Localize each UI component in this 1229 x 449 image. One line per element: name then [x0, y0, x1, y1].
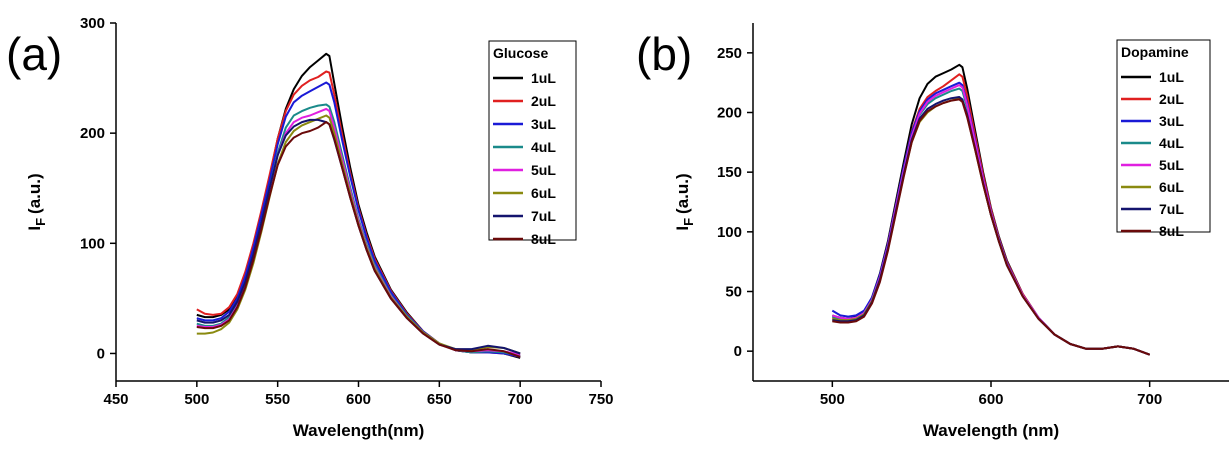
legend-label: 5uL	[1159, 157, 1184, 173]
x-tick-label: 650	[427, 391, 452, 408]
x-axis-title: Wavelength (nm)	[923, 421, 1059, 440]
legend-label: 7uL	[531, 208, 556, 224]
y-tick-label: 50	[725, 284, 742, 301]
legend-box	[488, 40, 577, 241]
legend-label: 1uL	[1159, 69, 1184, 85]
legend-label: 2uL	[531, 93, 556, 109]
y-tick-label: 150	[717, 164, 742, 181]
legend-label: 6uL	[1159, 179, 1184, 195]
x-tick-label: 700	[1137, 391, 1162, 408]
x-axis-title: Wavelength(nm)	[293, 421, 425, 440]
y-axis-unit: (a.u.)	[25, 173, 44, 214]
y-axis-unit: (a.u.)	[673, 173, 692, 214]
legend-label: 2uL	[1159, 91, 1184, 107]
legend-label: 5uL	[531, 162, 556, 178]
chart-panel-b: 500 600 700 0 50 100 150 200 250 Wavelength (nm) I…	[673, 23, 1229, 440]
x-tick-label: 600	[346, 391, 371, 408]
y-axis-subscript: F	[33, 218, 48, 226]
legend-title: Glucose	[493, 45, 548, 61]
y-axis-title: IF (a.u.)	[25, 173, 48, 230]
x-tick-label: 500	[820, 391, 845, 408]
x-tick-label: 750	[588, 391, 613, 408]
series-line-8uL	[832, 98, 1151, 356]
legend-label: 7uL	[1159, 201, 1184, 217]
x-tick-label: 450	[103, 391, 128, 408]
y-tick-label: 0	[97, 345, 105, 362]
legend-label: 3uL	[531, 116, 556, 132]
panel-a-label: (a)	[6, 28, 62, 80]
y-axis-title: IF (a.u.)	[673, 173, 696, 230]
y-tick-label: 200	[717, 105, 742, 122]
legend-title: Dopamine	[1121, 44, 1189, 60]
y-tick-label: 100	[717, 224, 742, 241]
legend-label: 6uL	[531, 185, 556, 201]
x-tick-label: 600	[978, 391, 1003, 408]
x-tick-label: 700	[508, 391, 533, 408]
y-tick-label: 0	[734, 343, 742, 360]
y-tick-label: 300	[80, 15, 105, 32]
y-axis-subscript: F	[681, 218, 696, 226]
y-axis-symbol: I	[673, 226, 692, 231]
panel-b-label: (b)	[636, 28, 692, 80]
legend-label: 8uL	[1159, 223, 1184, 239]
x-tick-label: 550	[265, 391, 290, 408]
y-tick-label: 250	[717, 45, 742, 62]
x-tick-label: 500	[184, 391, 209, 408]
legend-label: 4uL	[531, 139, 556, 155]
series-line-8uL	[196, 121, 521, 358]
y-axis-symbol: I	[25, 226, 44, 231]
y-tick-label: 200	[80, 125, 105, 142]
legend-label: 8uL	[531, 231, 556, 247]
legend-label: 3uL	[1159, 113, 1184, 129]
chart-panel-a: 450 500 550 600 650 700 750 0 100 200 300 Wavelengt…	[25, 15, 614, 440]
legend-label: 4uL	[1159, 135, 1184, 151]
legend-box	[1116, 39, 1211, 233]
y-tick-label: 100	[80, 235, 105, 252]
legend-label: 1uL	[531, 70, 556, 86]
